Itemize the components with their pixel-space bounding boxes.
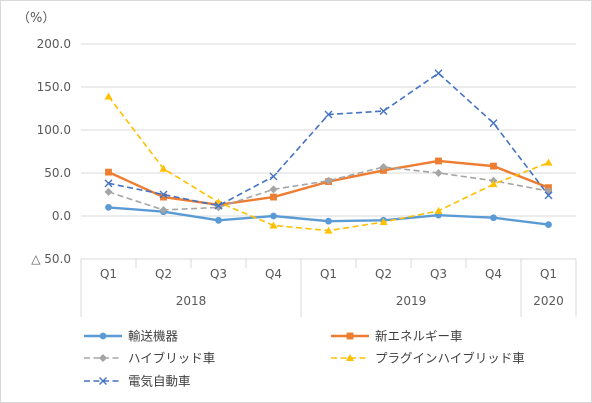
x-tick-label: Q1: [100, 267, 117, 281]
data-point: [379, 162, 388, 171]
legend-marker: [99, 354, 107, 362]
legend-marker: [346, 354, 354, 361]
x-tick-label: Q3: [430, 267, 447, 281]
series-group: [104, 69, 553, 210]
y-tick-label: 200.0: [37, 37, 71, 51]
data-point: [270, 212, 277, 220]
data-point: [105, 168, 112, 176]
data-point: [324, 226, 333, 234]
legend-label: 輸送機器: [128, 329, 179, 344]
data-point: [379, 218, 388, 226]
data-point: [324, 110, 333, 119]
data-point: [489, 180, 498, 188]
x-tick-label: Q3: [210, 267, 227, 281]
legend-item: 電気自動車: [84, 374, 191, 389]
data-point: [160, 193, 167, 201]
y-unit-label: （%）: [17, 11, 55, 26]
data-point: [270, 193, 277, 201]
data-point: [490, 162, 497, 170]
y-tick-label: 100.0: [37, 123, 71, 137]
x-year-label: 2020: [533, 294, 564, 308]
data-point: [159, 190, 168, 199]
data-point: [159, 164, 168, 172]
x-year-label: 2018: [176, 294, 207, 308]
data-point: [489, 119, 498, 128]
data-point: [545, 221, 552, 229]
y-tick-label: 50.0: [44, 166, 71, 180]
x-tick-label: Q4: [485, 267, 502, 281]
y-tick-label: △ 50.0: [31, 252, 71, 266]
x-year-label: 2019: [396, 294, 427, 308]
data-point: [269, 221, 278, 229]
series-line: [108, 166, 549, 211]
data-point: [214, 201, 223, 210]
x-tick-label: Q2: [375, 267, 392, 281]
x-tick-label: Q2: [155, 267, 172, 281]
data-point: [434, 206, 443, 214]
x-axis: 2018 2019 2020 Q1 Q2 Q3 Q4 Q1 Q2 Q3 Q4 Q1: [80, 259, 577, 317]
data-point: [269, 185, 278, 194]
data-point: [544, 191, 553, 200]
data-point: [490, 214, 497, 222]
x-tick-label: Q4: [265, 267, 282, 281]
y-axis: 200.0 150.0 100.0 50.0 0.0 △ 50.0: [31, 37, 71, 266]
series-lines: [104, 69, 553, 234]
legend-marker: [99, 377, 107, 385]
data-point: [434, 69, 443, 78]
data-point: [435, 157, 442, 165]
data-point: [434, 169, 443, 177]
legend-marker: [99, 332, 107, 340]
data-point: [324, 176, 333, 185]
legend-item: プラグインハイブリッド車: [331, 351, 525, 366]
gridlines: [81, 43, 576, 260]
legend-item: 輸送機器: [84, 329, 179, 344]
legend-item: ハイブリッド車: [84, 351, 215, 366]
data-point: [104, 187, 113, 196]
data-point: [215, 216, 222, 224]
data-point: [269, 172, 278, 181]
legend-item: 新エネルギー車: [331, 329, 463, 344]
legend-label: 新エネルギー車: [375, 329, 463, 344]
x-tick-label: Q1: [320, 267, 337, 281]
y-tick-label: 0.0: [52, 209, 71, 223]
x-tick-label: Q1: [540, 267, 557, 281]
data-point: [379, 107, 388, 116]
data-point: [544, 158, 553, 166]
series-line: [107, 95, 549, 232]
data-point: [104, 179, 113, 188]
legend-label: ハイブリッド車: [128, 351, 215, 366]
series-group: [104, 162, 553, 214]
series-line: [108, 72, 550, 207]
y-tick-label: 150.0: [37, 80, 71, 94]
data-point: [325, 217, 332, 225]
legend-label: プラグインハイブリッド車: [375, 351, 525, 366]
data-point: [104, 92, 113, 100]
data-point: [159, 205, 168, 214]
legend-label: 電気自動車: [128, 374, 191, 389]
legend-marker: [346, 332, 354, 340]
data-point: [105, 204, 112, 211]
